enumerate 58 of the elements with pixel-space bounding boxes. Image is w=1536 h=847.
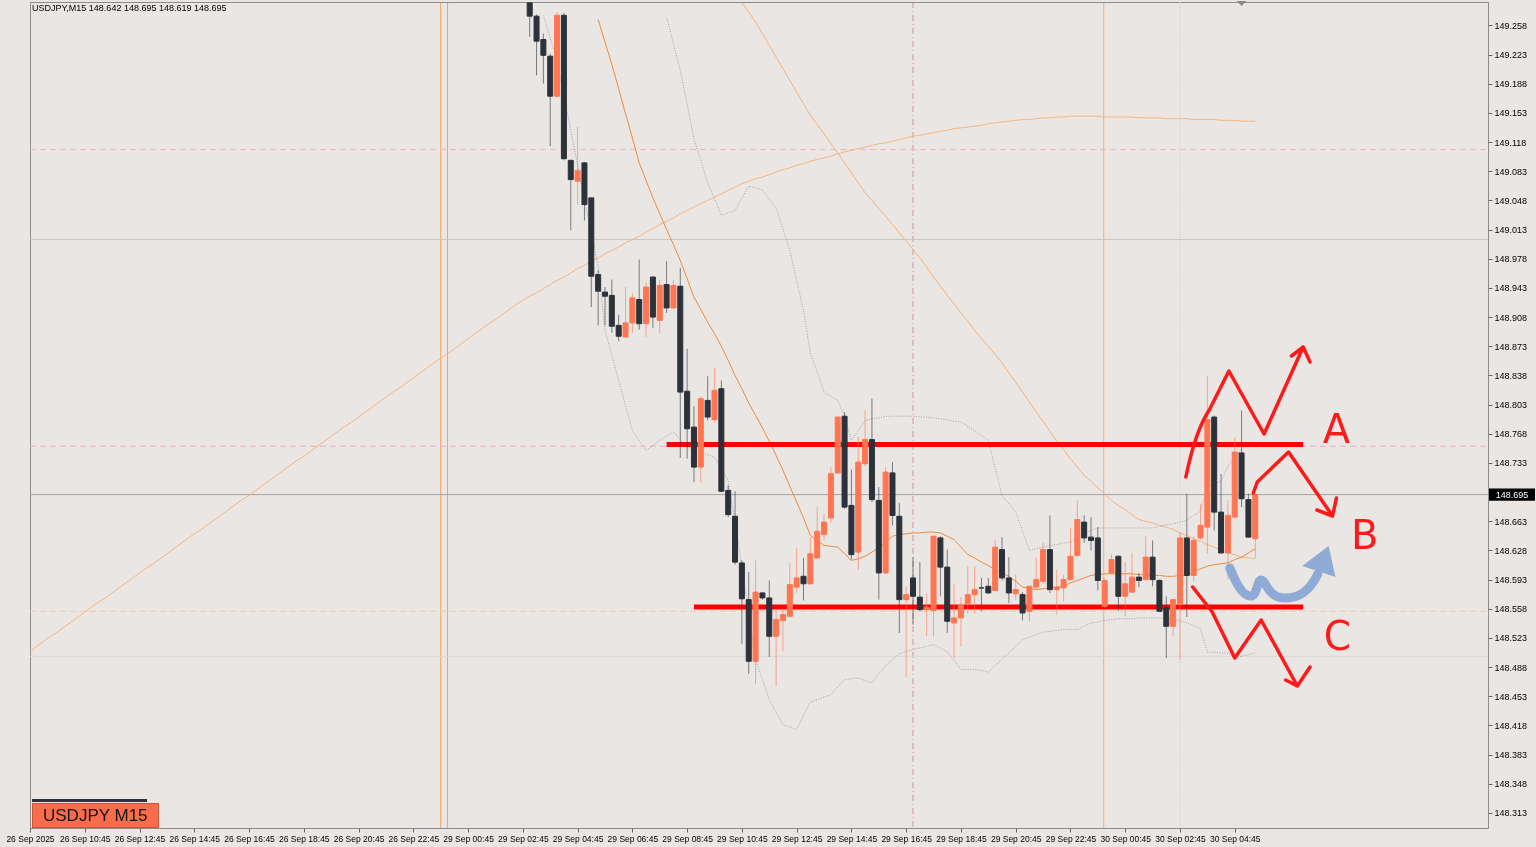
y-tick-label: 148.418: [1494, 720, 1528, 731]
annotation: A: [1322, 406, 1351, 453]
x-tick-label: 26 Sep 12:45: [114, 833, 166, 844]
y-tick-label: 148.733: [1494, 458, 1528, 469]
x-tick-label: 26 Sep 14:45: [169, 833, 221, 844]
x-tick-label: 29 Sep 00:45: [443, 833, 495, 844]
y-tick-label: 148.978: [1494, 254, 1528, 265]
y-tick-label: 148.873: [1494, 341, 1528, 352]
x-tick-label: 30 Sep 00:45: [1100, 833, 1152, 844]
x-tick-label: 26 Sep 16:45: [224, 833, 276, 844]
y-tick-label: 148.838: [1494, 370, 1528, 381]
x-tick-label: 29 Sep 08:45: [662, 833, 714, 844]
x-tick-label: 29 Sep 04:45: [552, 833, 604, 844]
x-tick-label: 26 Sep 18:45: [279, 833, 330, 844]
x-tick-label: 30 Sep 02:45: [1155, 833, 1207, 844]
y-tick-label: 149.258: [1494, 20, 1528, 31]
y-tick-label: 148.348: [1494, 779, 1528, 790]
y-tick-label: 149.013: [1494, 225, 1528, 236]
y-tick-label: 148.663: [1494, 516, 1528, 527]
annotation: C: [1323, 612, 1352, 660]
y-tick-label: 148.628: [1494, 545, 1528, 556]
y-tick-label: 149.048: [1494, 195, 1528, 206]
x-tick-label: 26 Sep 10:45: [59, 833, 111, 844]
x-tick-label: 30 Sep 04:45: [1209, 833, 1261, 844]
candlestick: [1135, 572, 1142, 588]
x-tick-label: 29 Sep 06:45: [607, 833, 659, 844]
x-tick-label: 29 Sep 18:45: [936, 833, 987, 844]
x-tick-label: 29 Sep 12:45: [771, 833, 823, 844]
chart-title: USDJPY,M15 148.642 148.695 148.619 148.695: [32, 3, 227, 13]
y-tick-label: 148.558: [1494, 604, 1528, 615]
y-tick-label: 148.908: [1494, 312, 1528, 323]
y-tick-label: 148.453: [1494, 691, 1528, 702]
y-tick-label: 148.488: [1494, 662, 1528, 673]
x-tick-label: 29 Sep 10:45: [717, 833, 768, 844]
y-tick-label: 148.523: [1494, 633, 1528, 644]
y-tick-label: 149.188: [1494, 79, 1528, 90]
y-tick-label: 149.083: [1494, 166, 1528, 177]
x-tick-label: 26 Sep 20:45: [333, 833, 385, 844]
x-tick-label: 26 Sep 22:45: [388, 833, 440, 844]
y-tick-label: 149.118: [1494, 137, 1527, 148]
x-tick-label: 29 Sep 02:45: [498, 833, 549, 844]
y-tick-label: 148.383: [1494, 750, 1528, 761]
annotation: USDJPY M15: [43, 806, 148, 825]
y-tick-label: 149.153: [1494, 108, 1528, 119]
x-tick-label: 29 Sep 20:45: [990, 833, 1042, 844]
y-tick-label: 148.768: [1494, 429, 1528, 440]
y-tick-label: 148.803: [1494, 400, 1528, 411]
x-tick-label: 29 Sep 14:45: [826, 833, 878, 844]
ref-line-label: 148.695: [1495, 489, 1529, 500]
y-tick-label: 148.943: [1494, 283, 1528, 294]
y-tick-label: 148.313: [1494, 808, 1528, 819]
y-tick-label: 149.223: [1494, 50, 1528, 61]
line-series: [542, 14, 1256, 731]
y-tick-label: 148.593: [1494, 575, 1528, 586]
x-tick-label: 29 Sep 16:45: [881, 833, 933, 844]
x-tick-label: 29 Sep 22:45: [1045, 833, 1097, 844]
x-tick-label: 26 Sep 2025: [6, 833, 55, 844]
annotation: B: [1351, 511, 1379, 558]
